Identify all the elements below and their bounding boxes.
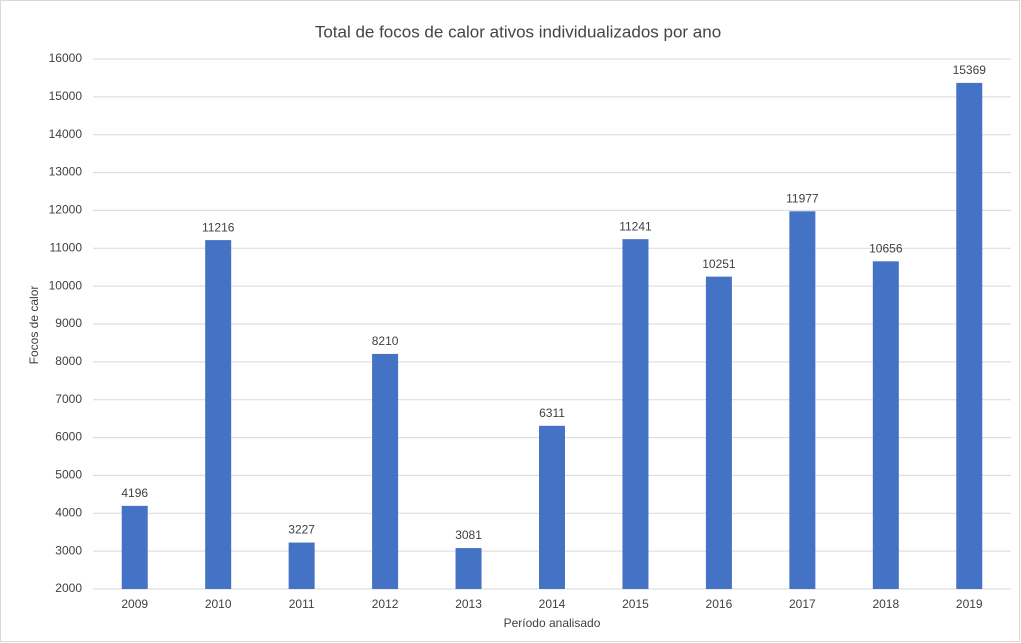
y-axis-label: Focos de calor <box>27 286 41 365</box>
data-label: 15369 <box>953 63 987 77</box>
x-tick-label: 2016 <box>706 597 733 611</box>
y-tick-label: 11000 <box>50 240 83 254</box>
bar <box>956 82 983 590</box>
bar <box>705 276 732 589</box>
y-tick-label: 9000 <box>55 316 82 330</box>
bar <box>872 261 899 589</box>
bar <box>372 353 399 589</box>
y-tick-label: 5000 <box>55 468 82 482</box>
data-label: 8210 <box>372 334 399 348</box>
y-tick-label: 2000 <box>55 581 82 595</box>
data-label: 6311 <box>539 406 565 420</box>
bar <box>789 211 816 589</box>
data-label: 11241 <box>619 219 652 233</box>
bar <box>205 240 232 589</box>
data-label: 11216 <box>202 220 235 234</box>
y-tick-label: 15000 <box>49 89 83 103</box>
bar <box>622 239 649 589</box>
y-tick-label: 7000 <box>55 392 82 406</box>
bar <box>288 542 315 589</box>
data-label: 4196 <box>121 486 148 500</box>
x-tick-label: 2017 <box>789 597 816 611</box>
y-tick-label: 16000 <box>49 51 83 65</box>
data-label: 3227 <box>288 523 315 537</box>
x-tick-label: 2009 <box>121 597 148 611</box>
y-tick-label: 12000 <box>49 203 83 217</box>
y-tick-label: 3000 <box>55 543 82 557</box>
x-tick-label: 2010 <box>205 597 232 611</box>
y-tick-label: 14000 <box>49 127 83 141</box>
x-axis-label: Período analisado <box>504 616 601 630</box>
data-label: 10656 <box>869 241 903 255</box>
y-tick-label: 6000 <box>55 430 82 444</box>
y-tick-label: 8000 <box>55 354 82 368</box>
x-tick-label: 2013 <box>455 597 482 611</box>
data-label: 3081 <box>455 528 482 542</box>
x-tick-label: 2019 <box>956 597 983 611</box>
x-tick-label: 2012 <box>372 597 399 611</box>
data-label: 10251 <box>702 257 736 271</box>
y-tick-label: 4000 <box>55 505 82 519</box>
y-tick-label: 10000 <box>49 278 83 292</box>
data-label: 11977 <box>786 191 819 205</box>
bar <box>539 425 565 589</box>
y-tick-label: 13000 <box>49 165 83 179</box>
x-tick-label: 2018 <box>872 597 899 611</box>
x-tick-label: 2015 <box>622 597 649 611</box>
bar <box>121 505 148 589</box>
x-tick-label: 2011 <box>289 597 315 611</box>
x-tick-label: 2014 <box>539 597 566 611</box>
bar <box>455 548 482 589</box>
chart-title: Total de focos de calor ativos individua… <box>315 22 721 41</box>
